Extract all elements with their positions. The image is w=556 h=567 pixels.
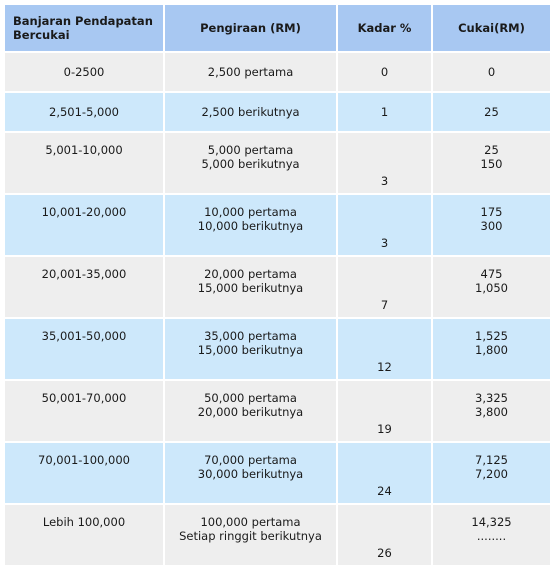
cell-band: 2,501-5,000 xyxy=(5,93,163,131)
calc-line: 2,500 berikutnya xyxy=(201,105,300,119)
cell-rate: 3 xyxy=(338,133,431,193)
table-row: 2,501-5,000 2,500 berikutnya 1 25 xyxy=(5,93,550,131)
cell-calc: 100,000 pertama Setiap ringgit berikutnya xyxy=(165,505,336,565)
cell-calc: 35,000 pertama 15,000 berikutnya xyxy=(165,319,336,379)
table-row: 70,001-100,000 70,000 pertama 30,000 berik… xyxy=(5,443,550,503)
tax-line: 0 xyxy=(487,65,496,79)
tax-line: 3,800 xyxy=(475,405,508,419)
calc-line: 10,000 pertama xyxy=(204,205,297,219)
calc-line: 5,000 pertama xyxy=(207,143,294,157)
calc-line: 15,000 berikutnya xyxy=(197,343,304,357)
cell-band: 50,001-70,000 xyxy=(5,381,163,441)
cell-band: 20,001-35,000 xyxy=(5,257,163,317)
calc-line: 2,500 pertama xyxy=(207,65,294,79)
calc-line: 15,000 berikutnya xyxy=(197,281,304,295)
calc-line: 35,000 pertama xyxy=(204,329,297,343)
cell-band: 10,001-20,000 xyxy=(5,195,163,255)
cell-rate: 3 xyxy=(338,195,431,255)
tax-line: 25 xyxy=(484,105,499,119)
header-band: Banjaran Pendapatan Bercukai xyxy=(5,5,163,51)
header-rate: Kadar % xyxy=(338,5,431,51)
cell-band: 5,001-10,000 xyxy=(5,133,163,193)
table-body: 0-2500 2,500 pertama 0 0 2,501-5,000 2,500 be… xyxy=(5,53,550,565)
cell-calc: 20,000 pertama 15,000 berikutnya xyxy=(165,257,336,317)
cell-tax: 7,125 7,200 xyxy=(433,443,550,503)
calc-line: Setiap ringgit berikutnya xyxy=(179,529,322,543)
cell-tax: 3,325 3,800 xyxy=(433,381,550,441)
cell-band: 35,001-50,000 xyxy=(5,319,163,379)
tax-line: 7,125 xyxy=(475,453,508,467)
cell-rate: 24 xyxy=(338,443,431,503)
calc-line: 20,000 pertama xyxy=(204,267,297,281)
tax-line: 7,200 xyxy=(475,467,508,481)
cell-rate: 19 xyxy=(338,381,431,441)
cell-tax: 25 150 xyxy=(433,133,550,193)
header-calc: Pengiraan (RM) xyxy=(165,5,336,51)
calc-line: 20,000 berikutnya xyxy=(197,405,304,419)
table-header: Banjaran Pendapatan Bercukai Pengiraan (… xyxy=(5,5,550,51)
tax-line: 150 xyxy=(480,157,503,171)
calc-line: 5,000 berikutnya xyxy=(201,157,300,171)
table-row: 20,001-35,000 20,000 pertama 15,000 beriku… xyxy=(5,257,550,317)
tax-rate-table: Banjaran Pendapatan Bercukai Pengiraan (… xyxy=(3,3,552,567)
table-row: 0-2500 2,500 pertama 0 0 xyxy=(5,53,550,91)
calc-line: 100,000 pertama xyxy=(200,515,301,529)
cell-rate: 1 xyxy=(338,93,431,131)
cell-tax: 25 xyxy=(433,93,550,131)
cell-tax: 175 300 xyxy=(433,195,550,255)
cell-band: 70,001-100,000 xyxy=(5,443,163,503)
table-row: Lebih 100,000 100,000 pertama Setiap ringg… xyxy=(5,505,550,565)
cell-band: Lebih 100,000 xyxy=(5,505,163,565)
header-tax: Cukai(RM) xyxy=(433,5,550,51)
table-row: 35,001-50,000 35,000 pertama 15,000 beriku… xyxy=(5,319,550,379)
calc-line: 10,000 berikutnya xyxy=(197,219,304,233)
tax-line: 14,325 xyxy=(471,515,512,529)
table-row: 50,001-70,000 50,000 pertama 20,000 beriku… xyxy=(5,381,550,441)
tax-line: 175 xyxy=(480,205,503,219)
cell-tax: 0 xyxy=(433,53,550,91)
cell-rate: 0 xyxy=(338,53,431,91)
tax-line: ........ xyxy=(476,529,507,543)
header-row: Banjaran Pendapatan Bercukai Pengiraan (… xyxy=(5,5,550,51)
cell-calc: 2,500 pertama xyxy=(165,53,336,91)
tax-line: 1,800 xyxy=(475,343,508,357)
tax-line: 1,525 xyxy=(475,329,508,343)
cell-rate: 12 xyxy=(338,319,431,379)
tax-line: 475 xyxy=(480,267,503,281)
calc-line: 50,000 pertama xyxy=(204,391,297,405)
table-row: 10,001-20,000 10,000 pertama 10,000 beriku… xyxy=(5,195,550,255)
cell-calc: 50,000 pertama 20,000 berikutnya xyxy=(165,381,336,441)
cell-calc: 70,000 pertama 30,000 berikutnya xyxy=(165,443,336,503)
tax-line: 25 xyxy=(484,143,499,157)
cell-tax: 475 1,050 xyxy=(433,257,550,317)
cell-tax: 1,525 1,800 xyxy=(433,319,550,379)
cell-calc: 2,500 berikutnya xyxy=(165,93,336,131)
cell-calc: 10,000 pertama 10,000 berikutnya xyxy=(165,195,336,255)
tax-line: 1,050 xyxy=(475,281,508,295)
table-row: 5,001-10,000 5,000 pertama 5,000 berikutny… xyxy=(5,133,550,193)
calc-line: 30,000 berikutnya xyxy=(197,467,304,481)
cell-tax: 14,325........ xyxy=(433,505,550,565)
cell-rate: 26 xyxy=(338,505,431,565)
calc-line: 70,000 pertama xyxy=(204,453,297,467)
tax-line: 3,325 xyxy=(475,391,508,405)
cell-band: 0-2500 xyxy=(5,53,163,91)
tax-line: 300 xyxy=(480,219,503,233)
cell-calc: 5,000 pertama 5,000 berikutnya xyxy=(165,133,336,193)
cell-rate: 7 xyxy=(338,257,431,317)
